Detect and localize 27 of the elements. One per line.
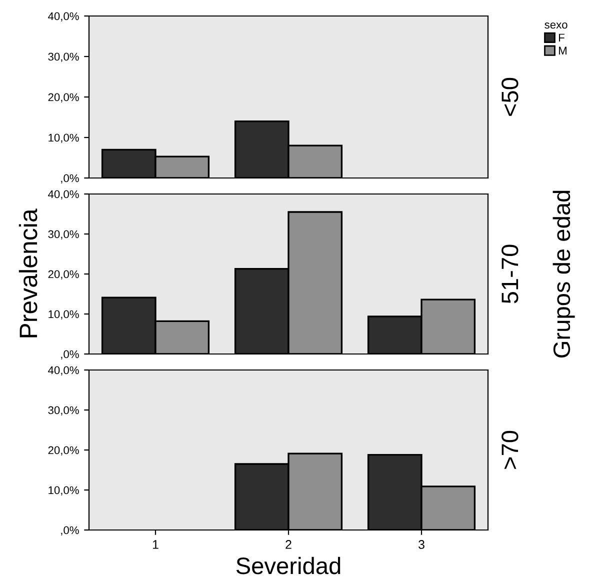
- x-tick-label: 2: [286, 540, 292, 549]
- y-tick-label: 10,0%: [48, 134, 79, 143]
- y-tick-label: ,0%: [61, 526, 79, 536]
- y-tick-label: ,0%: [61, 174, 79, 184]
- y-tick-label: 30,0%: [48, 52, 79, 62]
- y-tick-label: 40,0%: [48, 190, 79, 200]
- x-axis-title: Severidad: [236, 556, 340, 574]
- y-tick-label: 10,0%: [48, 486, 79, 496]
- y-tick-label: 30,0%: [48, 406, 79, 416]
- y-tick-label: 20,0%: [48, 270, 79, 280]
- y-tick-label: ,0%: [61, 350, 79, 360]
- x-tick-label: 3: [418, 540, 424, 549]
- x-tick-label: 1: [152, 540, 158, 549]
- y-tick-label: 40,0%: [48, 12, 79, 22]
- text: <50: [502, 78, 518, 116]
- y-tick-label: 40,0%: [48, 366, 79, 376]
- y-tick-label: 10,0%: [48, 310, 79, 320]
- y-tick-label: 20,0%: [48, 93, 79, 102]
- legend-label: M: [559, 46, 566, 54]
- legend-label: F: [559, 34, 564, 42]
- text: 51-70: [502, 244, 518, 304]
- text: >70: [502, 430, 518, 469]
- y-tick-label: 20,0%: [48, 446, 79, 456]
- legend-title: sexo: [544, 22, 568, 29]
- y-tick-label: 30,0%: [48, 230, 79, 240]
- text: Grupos de edad: [552, 190, 575, 358]
- y-axis-title: Prevalencia: [18, 208, 38, 338]
